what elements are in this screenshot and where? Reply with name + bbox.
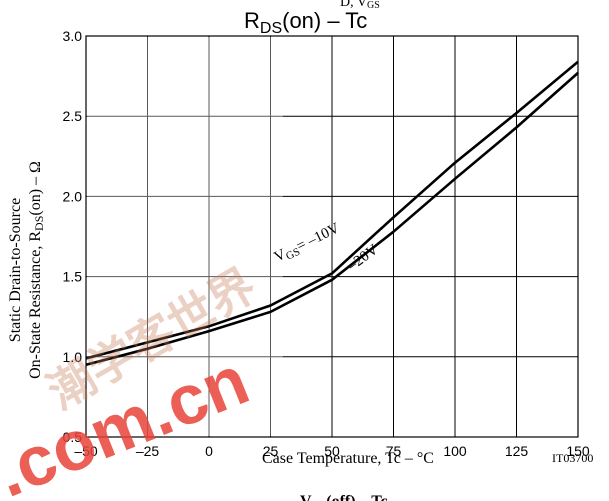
clipped-header-fragment: D, VGS <box>340 0 380 11</box>
x-tick-label: –50 <box>74 443 98 459</box>
chart-title: RDS(on) – Tc <box>244 8 367 37</box>
x-tick-label: 75 <box>386 443 402 459</box>
series-group <box>85 60 579 367</box>
y-tick-label: 3.0 <box>63 28 83 44</box>
figure-id-annotation: IT03700 <box>552 451 593 465</box>
x-axis-label: Case Temperature, Tc – °C <box>262 450 434 467</box>
series-line-1 <box>85 71 579 367</box>
y-axis-label-line2: On-State Resistance, RDS(on) – Ω <box>27 161 46 379</box>
y-tick-label: 1.5 <box>63 269 83 285</box>
footer-fragment: VGS(off) – Tc <box>300 493 388 501</box>
x-tick-label: 0 <box>205 443 213 459</box>
y-tick-label: 0.5 <box>63 429 83 445</box>
x-tick-label: 150 <box>566 443 590 459</box>
y-tick-label: 2.0 <box>63 188 83 204</box>
x-tick-label: 50 <box>324 443 340 459</box>
y-tick-label: 1.0 <box>63 349 83 365</box>
y-tick-label: 2.5 <box>63 108 83 124</box>
axes <box>85 35 579 438</box>
x-tick-label: 100 <box>443 443 467 459</box>
tick-labels: –50 –25 0 25 50 75 100 125 150 0.5 1.0 1.5 2.0 2.5 3.0 <box>63 28 590 459</box>
plot-frame <box>85 35 579 438</box>
series-line-0 <box>85 60 579 360</box>
fade-overlay <box>87 37 283 436</box>
x-tick-label: –25 <box>136 443 160 459</box>
y-axis-label-line1: Static Drain-to-Source <box>7 198 24 342</box>
x-tick-label: 25 <box>263 443 279 459</box>
x-tick-label: 125 <box>505 443 529 459</box>
